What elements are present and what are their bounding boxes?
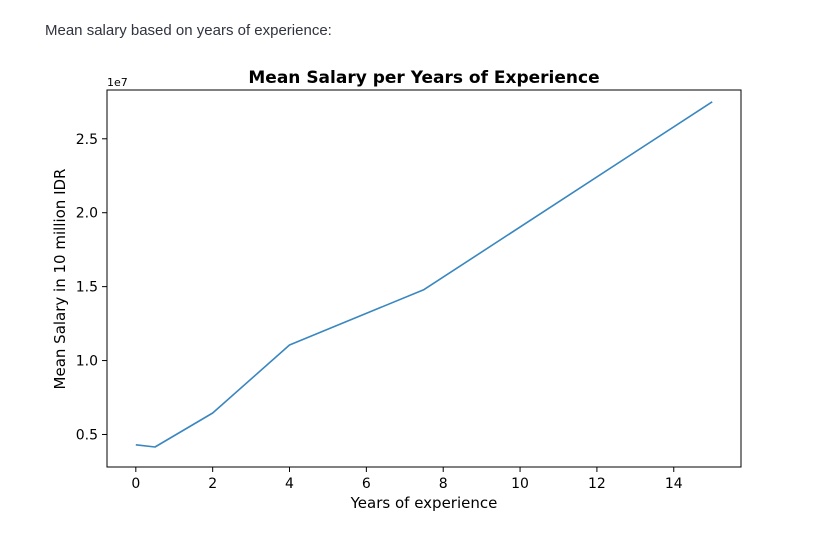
x-tick-label: 12 xyxy=(588,476,606,492)
plot-frame xyxy=(106,89,742,468)
series-layer xyxy=(135,101,713,448)
x-tick-label: 2 xyxy=(208,476,217,492)
y-offset-label: 1e7 xyxy=(107,76,128,89)
x-axis: 0 2 4 6 8 10 12 14 xyxy=(131,467,683,492)
x-tick-label: 6 xyxy=(362,476,371,492)
y-tick-label: 0.5 xyxy=(76,427,98,443)
chart-title: Mean Salary per Years of Experience xyxy=(248,68,599,88)
x-axis-label: Years of experience xyxy=(350,494,498,512)
y-tick-label: 1.5 xyxy=(76,280,98,296)
y-tick-label: 1.0 xyxy=(76,354,98,370)
x-tick-label: 8 xyxy=(439,476,448,492)
series-line xyxy=(135,101,713,448)
x-tick-label: 4 xyxy=(285,476,294,492)
y-axis-label: Mean Salary in 10 million IDR xyxy=(51,169,69,390)
x-tick-label: 14 xyxy=(665,476,683,492)
y-tick-label: 2.5 xyxy=(76,132,98,148)
x-tick-label: 0 xyxy=(131,476,140,492)
page-caption: Mean salary based on years of experience… xyxy=(45,22,332,39)
x-tick-label: 10 xyxy=(511,476,529,492)
y-tick-label: 2.0 xyxy=(76,206,98,222)
y-axis: 0.5 1.0 1.5 2.0 2.5 xyxy=(76,132,107,443)
